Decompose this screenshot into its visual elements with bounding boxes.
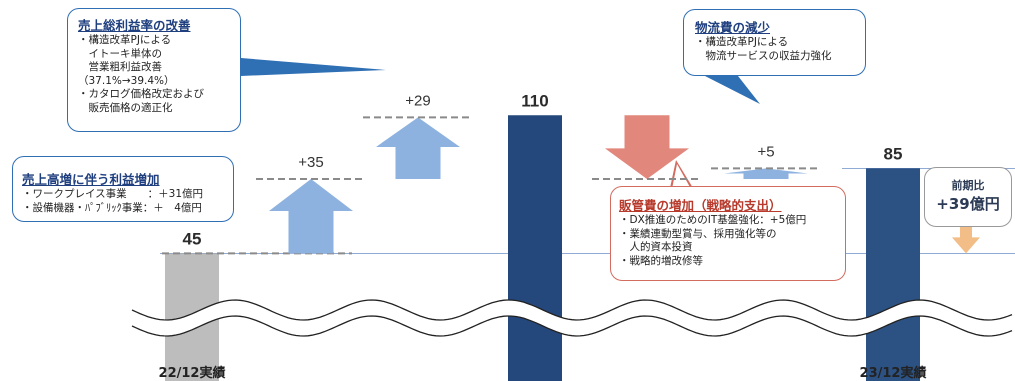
callout-gross-margin-line: （37.1%→39.4%） [78, 74, 175, 87]
callout-sga-title: 販管費の増加（戦略的支出） [619, 198, 782, 213]
bar-delta-label: +29 [405, 92, 430, 109]
yoy-label: 前期比 +39億円 [924, 177, 1012, 214]
bar-decrease-arrow [605, 115, 689, 179]
callout-sga-pointer-fill [672, 164, 691, 189]
callout-gross-margin-line: ・構造改革PJによる [78, 34, 172, 46]
callout-sga-line: ・業績連動型賞与、採用強化等の [619, 227, 777, 240]
yoy-badge [924, 167, 1012, 227]
callout-gross-margin-line: イトーキ単体の [78, 47, 162, 60]
bar-delta-label: +35 [298, 154, 323, 171]
callout-gross-margin-line: 販売価格の適正化 [78, 101, 173, 114]
callout-sga-line: ・戦略的増改修等 [619, 254, 703, 267]
bar-total [866, 168, 920, 381]
callout-sales-increase: 売上高増に伴う利益増加 ・ワークプレイス事業 ：＋31億円 ・設備機器・ﾊﾟﾌﾞ… [12, 156, 234, 222]
axis-break-band [132, 300, 1015, 336]
x-axis-label: 22/12実績 [159, 365, 226, 381]
x-axis-label: 23/12実績 [860, 365, 927, 381]
callout-gross-margin: 売上総利益率の改善 ・構造改革PJによる イトーキ単体の 営業粗利益改善 （37… [67, 8, 241, 132]
bar-total [508, 115, 562, 381]
callout-sales-increase-title: 売上高増に伴う利益増加 [22, 172, 160, 187]
bar-value-label: 110 [521, 91, 548, 110]
callout-gross-margin-line: 営業粗利益改善 [78, 61, 162, 73]
callout-logistics-title: 物流費の減少 [695, 20, 771, 35]
bar-increase-arrow [724, 168, 808, 179]
callout-logistics-line: ・構造改革PJによる [695, 36, 789, 48]
callout-sales-increase-line: ・設備機器・ﾊﾟﾌﾞﾘｯｸ事業：＋ 4億円 [22, 201, 202, 214]
bar-increase-arrow [269, 179, 353, 254]
axis-break-line [131, 299, 1013, 321]
callout-sales-increase-line: ・ワークプレイス事業 ：＋31億円 [22, 188, 204, 200]
callout-sga-line: ・DX推進のためのIT基盤強化：+5億円 [619, 214, 807, 226]
callout-sga-line: 人的資本投資 [619, 241, 693, 253]
axis-break-line [131, 315, 1013, 337]
callout-gross-margin-pointer [241, 58, 386, 76]
bar-delta-label: +5 [757, 143, 774, 160]
callout-sga-increase: 販管費の増加（戦略的支出） ・DX推進のためのIT基盤強化：+5億円 ・業績連動… [610, 186, 846, 281]
callout-logistics-pointer [705, 76, 760, 104]
bar-value-label: 45 [183, 229, 202, 248]
callout-gross-margin-line: ・カタログ価格改定および [78, 88, 204, 100]
callout-logistics-line: 物流サービスの収益力強化 [695, 49, 832, 62]
yoy-label-line1: 前期比 [951, 179, 985, 192]
yoy-label-line2: +39億円 [936, 195, 1000, 213]
bar-value-label: 85 [884, 144, 903, 163]
bar-increase-arrow [376, 117, 460, 179]
callout-logistics: 物流費の減少 ・構造改革PJによる 物流サービスの収益力強化 [683, 9, 866, 76]
callout-gross-margin-title: 売上総利益率の改善 [78, 18, 191, 33]
